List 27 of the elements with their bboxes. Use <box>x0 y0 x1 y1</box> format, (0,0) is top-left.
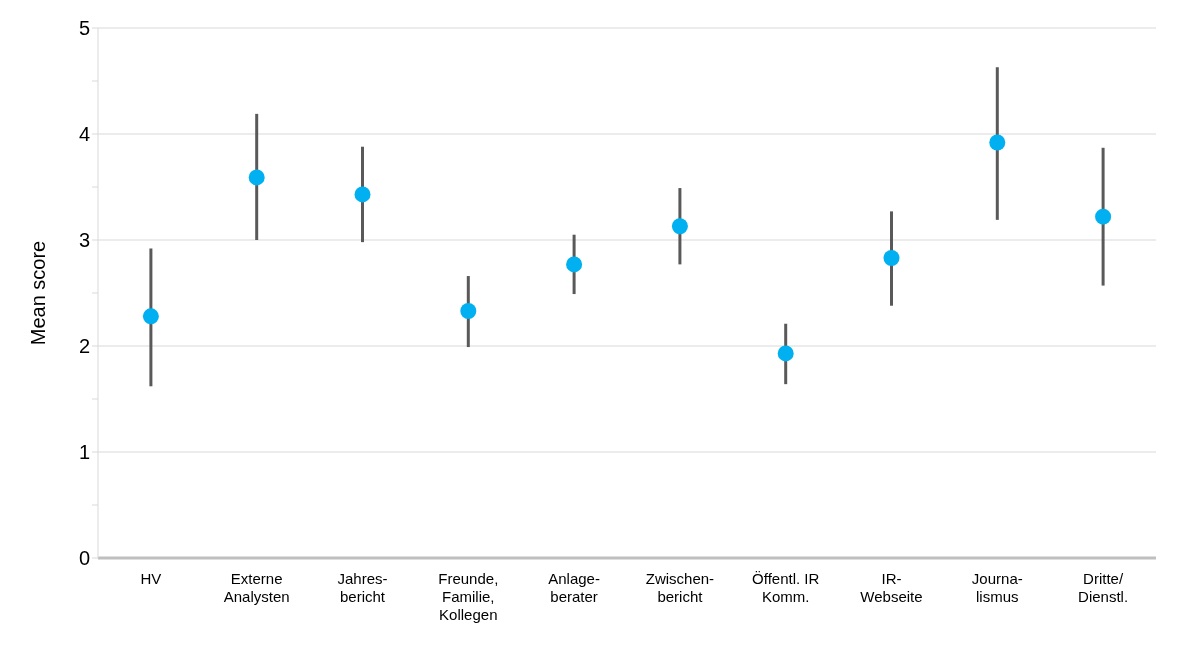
point <box>142 308 159 325</box>
x-tick-label: Jahres- bericht <box>337 570 388 605</box>
point <box>777 345 794 362</box>
y-tick-label: 1 <box>78 441 90 464</box>
point <box>248 169 265 186</box>
x-tick-label: Externe Analysten <box>223 570 290 605</box>
y-tick-label: 2 <box>78 335 90 358</box>
y-tick-label: 3 <box>78 229 90 252</box>
point <box>989 134 1006 151</box>
x-tick-label: IR- Webseite <box>860 570 923 605</box>
x-tick-label: Anlage- berater <box>548 570 600 605</box>
point <box>460 303 477 320</box>
x-tick-label: Öffentl. IR Komm. <box>752 570 820 605</box>
point <box>883 250 900 267</box>
point <box>1095 208 1112 225</box>
x-tick-label: HV <box>140 570 162 587</box>
y-tick-label: 0 <box>78 547 90 570</box>
x-tick-label: Dritte/ Dienstl. <box>1078 570 1129 605</box>
point <box>671 218 688 235</box>
y-tick-label: 4 <box>78 123 90 146</box>
x-tick-label: Journa- lismus <box>971 570 1023 605</box>
x-tick-label: Zwischen- bericht <box>645 570 715 605</box>
x-tick-label: Freunde, Familie, Kollegen <box>438 570 499 623</box>
y-axis-title: Mean score <box>27 240 50 346</box>
y-tick-label: 5 <box>78 17 90 40</box>
point <box>354 186 371 203</box>
point <box>566 256 583 273</box>
